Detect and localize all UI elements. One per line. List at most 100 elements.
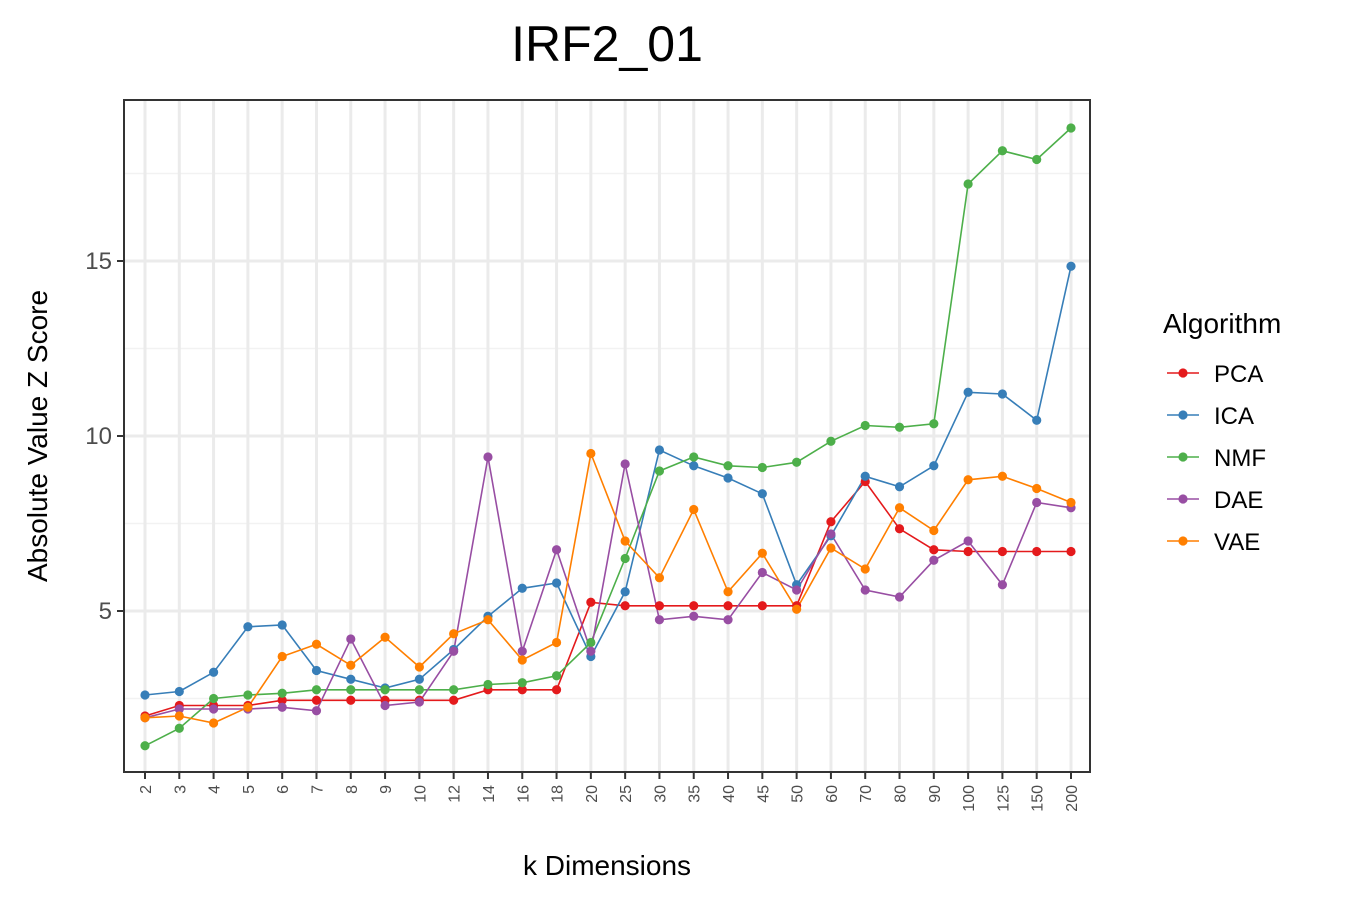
data-point-ica xyxy=(757,489,767,499)
y-tick-label: 10 xyxy=(85,423,112,450)
data-point-dae xyxy=(929,555,939,565)
data-point-dae xyxy=(997,580,1008,590)
data-point-dae xyxy=(654,615,665,625)
data-point-pca xyxy=(277,695,287,705)
data-point-dae xyxy=(586,646,596,656)
x-tick-label: 4 xyxy=(207,785,224,794)
minor-gridlines xyxy=(124,172,1090,700)
data-point-nmf xyxy=(1032,154,1042,165)
x-tick-label: 70 xyxy=(858,785,875,803)
legend-title: Algorithm xyxy=(1163,308,1281,339)
data-point-pca xyxy=(723,601,733,611)
x-tick-label: 150 xyxy=(1030,785,1047,812)
legend: Algorithm PCA ICA NMF DAE VAE xyxy=(1163,308,1281,556)
data-point-vae xyxy=(894,503,905,513)
x-tick-label: 9 xyxy=(378,785,395,794)
data-point-nmf xyxy=(654,466,665,476)
data-point-nmf xyxy=(551,671,562,681)
y-axis-title: Absolute Value Z Score xyxy=(22,290,53,582)
data-point-vae xyxy=(792,604,802,614)
data-point-ica xyxy=(689,461,699,471)
x-tick-label: 45 xyxy=(755,785,772,803)
series-line-vae xyxy=(144,450,1072,724)
major-gridlines xyxy=(124,100,1090,772)
legend-label-dae: DAE xyxy=(1214,487,1263,514)
data-point-pca xyxy=(826,517,836,527)
data-point-nmf xyxy=(860,420,870,431)
x-tick-label: 30 xyxy=(652,785,669,803)
y-tick-label: 5 xyxy=(99,598,112,625)
data-point-pca xyxy=(449,695,459,705)
data-point-ica xyxy=(929,461,939,471)
x-tick-label: 2 xyxy=(138,785,155,794)
data-point-vae xyxy=(346,660,356,670)
data-point-dae xyxy=(414,697,424,707)
data-point-dae xyxy=(894,592,905,602)
data-point-nmf xyxy=(243,690,253,700)
data-point-nmf xyxy=(689,452,699,462)
data-point-pca xyxy=(997,546,1008,557)
data-point-nmf xyxy=(449,685,459,695)
data-point-dae xyxy=(723,615,733,625)
data-point-vae xyxy=(380,632,390,642)
data-point-ica xyxy=(620,587,630,597)
x-tick-label: 100 xyxy=(961,785,978,812)
data-point-pca xyxy=(1032,546,1042,557)
x-tick-label: 25 xyxy=(618,785,635,803)
data-point-nmf xyxy=(757,462,767,473)
data-point-nmf xyxy=(174,723,184,733)
data-point-nmf xyxy=(963,179,973,189)
x-tick-label: 7 xyxy=(309,785,326,794)
data-point-pca xyxy=(689,601,699,611)
data-point-pca xyxy=(620,601,630,611)
data-point-nmf xyxy=(586,637,596,648)
data-point-nmf xyxy=(311,685,322,695)
data-point-ica xyxy=(346,674,356,684)
data-point-pca xyxy=(517,685,527,695)
data-point-nmf xyxy=(517,678,527,688)
data-point-pca xyxy=(1066,546,1076,557)
data-point-ica xyxy=(517,583,527,593)
data-point-vae xyxy=(551,637,562,648)
x-tick-label: 5 xyxy=(241,785,258,794)
chart-title: IRF2_01 xyxy=(511,16,703,72)
x-tick-label: 10 xyxy=(412,785,429,803)
legend-key-point xyxy=(1178,410,1188,420)
x-tick-label: 125 xyxy=(995,785,1012,812)
data-point-nmf xyxy=(997,146,1008,156)
data-point-dae xyxy=(860,585,870,595)
data-point-ica xyxy=(860,471,870,481)
data-point-pca xyxy=(311,695,322,705)
data-point-dae xyxy=(449,646,459,656)
data-point-nmf xyxy=(723,461,733,471)
data-point-ica xyxy=(243,622,253,632)
data-point-vae xyxy=(757,548,767,558)
data-point-dae xyxy=(380,700,390,711)
x-tick-label: 50 xyxy=(790,785,807,803)
data-point-nmf xyxy=(208,693,219,704)
data-point-ica xyxy=(894,482,905,492)
data-point-pca xyxy=(586,597,596,607)
data-point-ica xyxy=(723,473,733,483)
data-point-pca xyxy=(346,695,356,705)
data-point-dae xyxy=(311,706,322,716)
data-point-dae xyxy=(620,459,630,469)
x-tick-label: 80 xyxy=(893,785,910,803)
series-line-pca xyxy=(144,480,1071,717)
data-point-vae xyxy=(620,536,630,546)
data-point-nmf xyxy=(929,419,939,429)
data-point-ica xyxy=(140,690,150,700)
data-point-dae xyxy=(757,567,767,578)
data-point-ica xyxy=(1066,261,1076,271)
series-line-dae xyxy=(144,456,1072,719)
x-tick-label: 60 xyxy=(824,785,841,803)
data-point-ica xyxy=(414,674,424,684)
data-point-nmf xyxy=(1066,123,1076,133)
series-lines xyxy=(144,127,1072,747)
data-point-vae xyxy=(689,504,699,515)
legend-key-point xyxy=(1178,452,1188,462)
data-point-vae xyxy=(311,639,322,649)
data-point-vae xyxy=(449,629,459,639)
data-point-nmf xyxy=(277,688,287,698)
